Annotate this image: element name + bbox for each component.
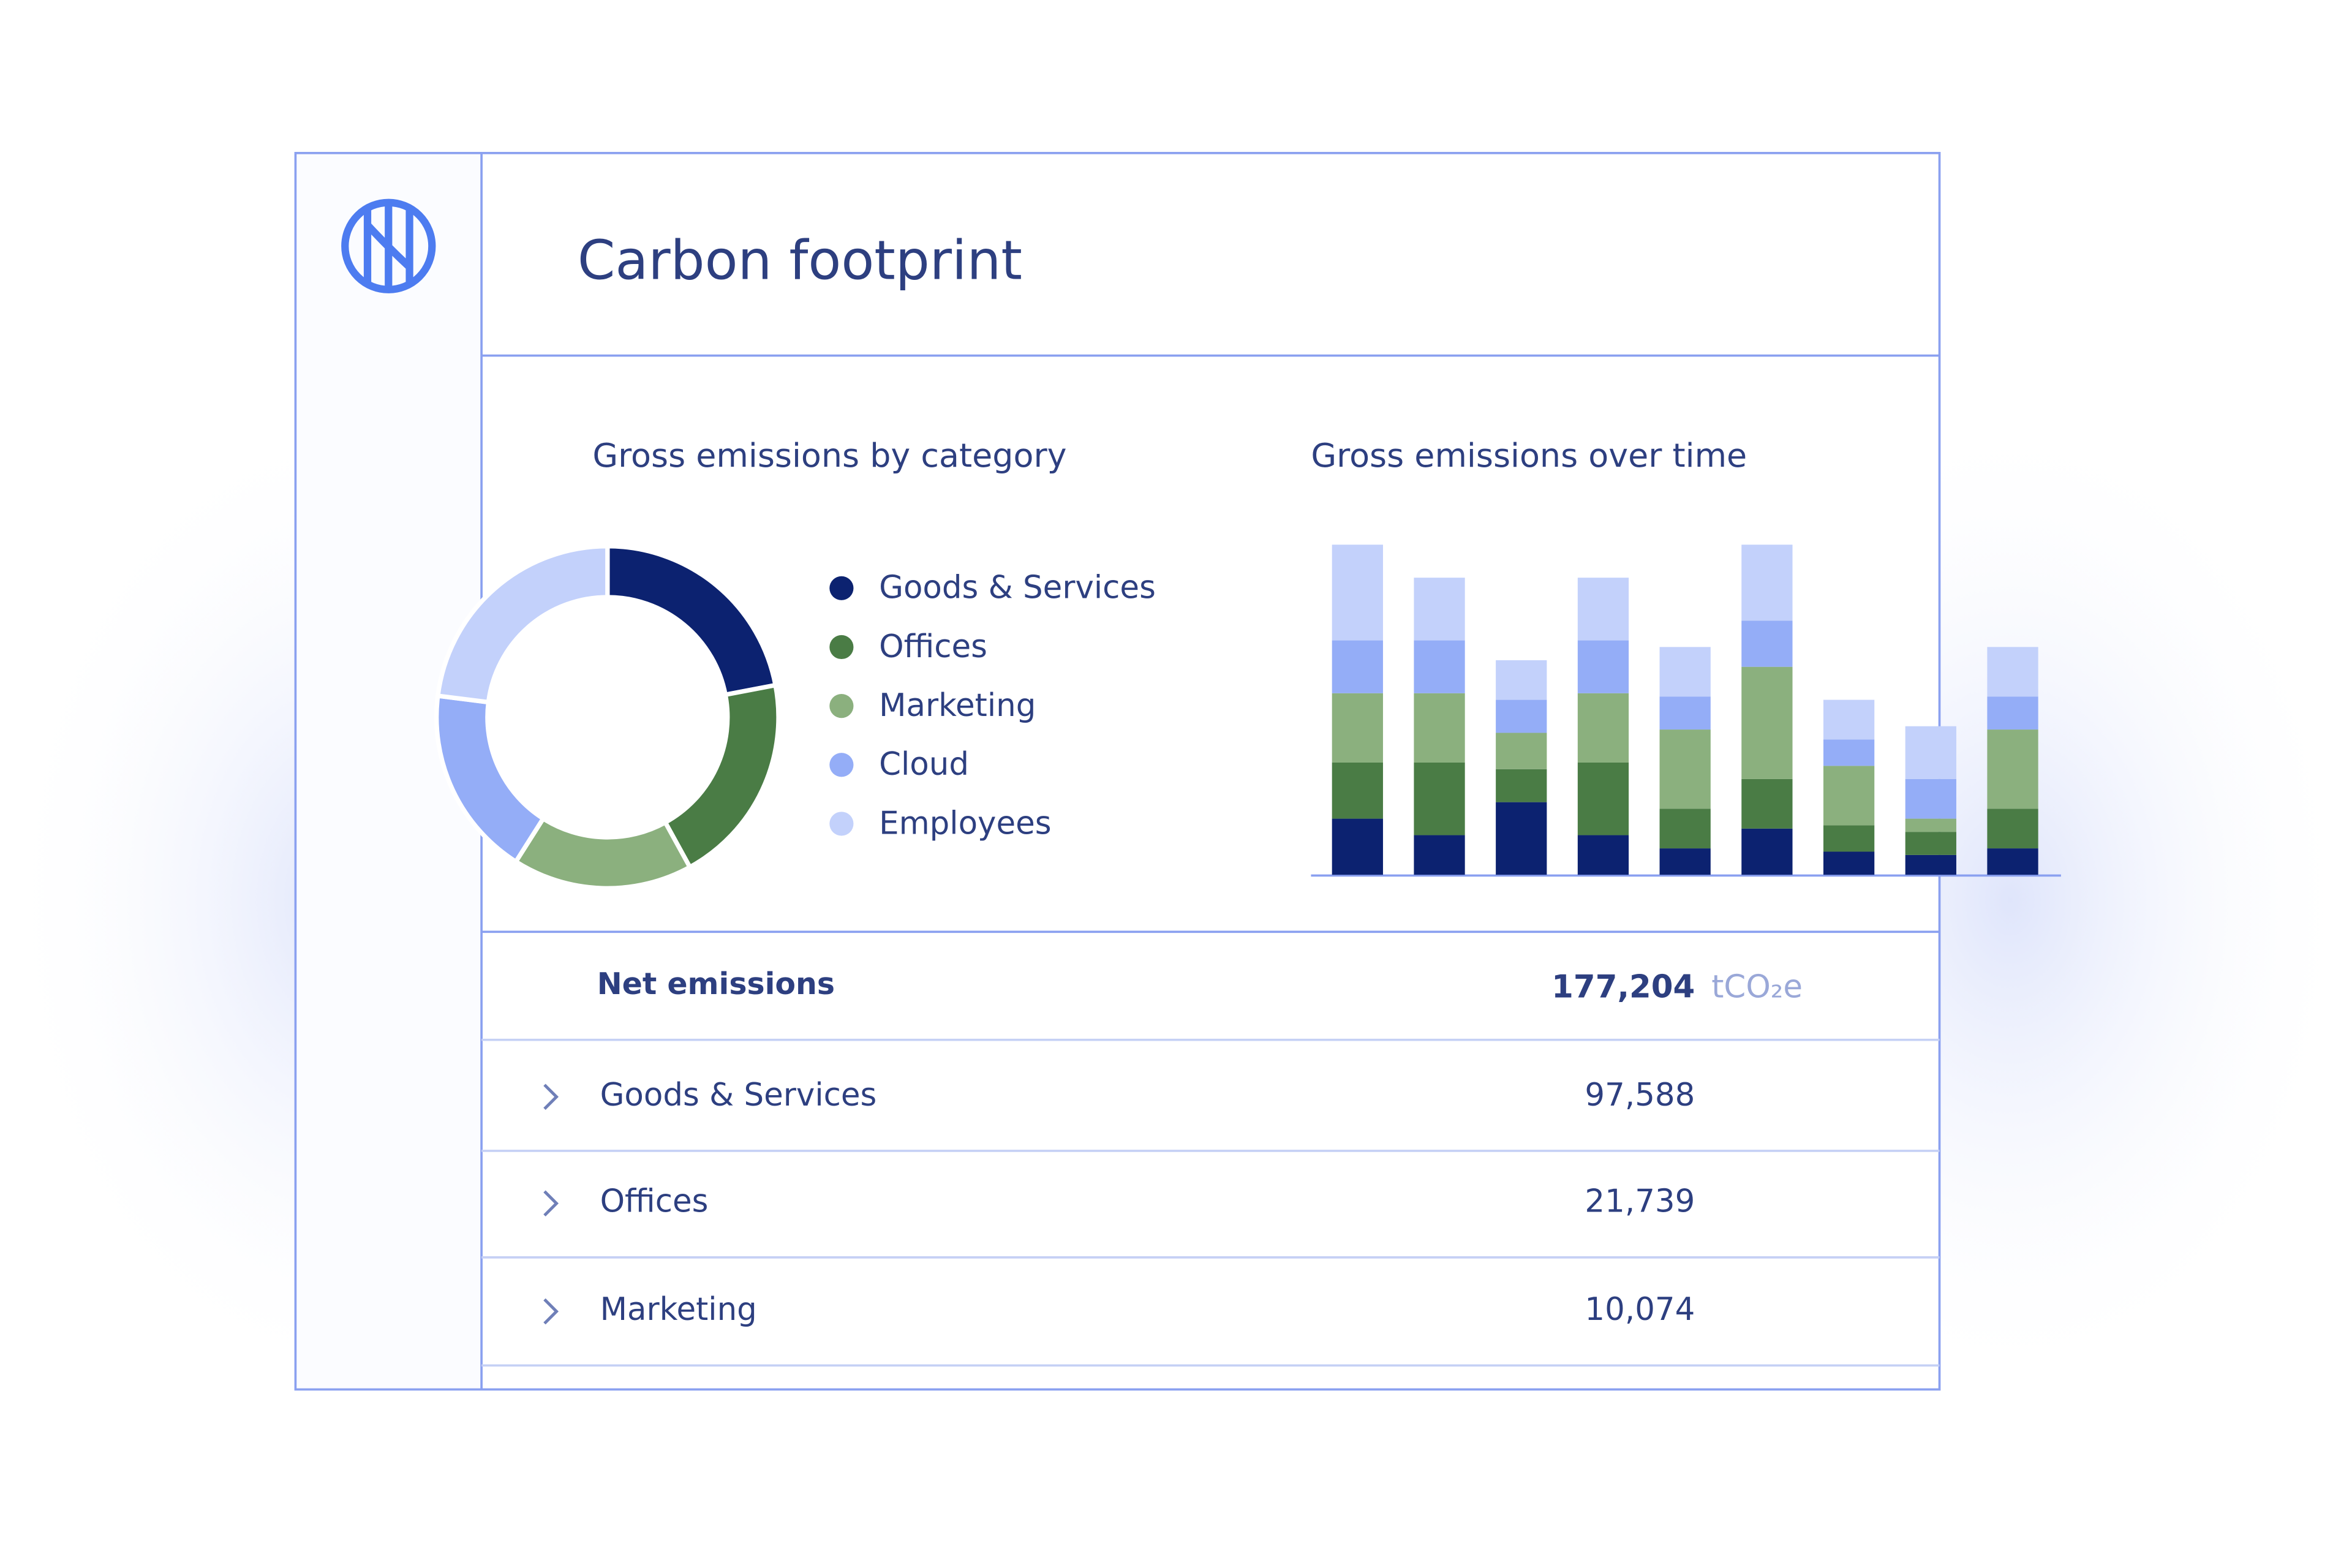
bar-segment — [1741, 828, 1793, 875]
bar-segment — [1741, 778, 1793, 829]
page-title: Carbon footprint — [578, 229, 1022, 292]
bar-segment — [1987, 809, 2038, 849]
bar-segment — [1496, 660, 1547, 700]
bar-segment — [1414, 640, 1465, 693]
bar-segment — [1659, 696, 1711, 730]
bar-segment — [1577, 762, 1629, 835]
bar-segment — [1987, 696, 2038, 730]
row-value: 177,204 — [1551, 968, 1695, 1005]
bar-segment — [1496, 769, 1547, 802]
row-label: Offices — [600, 1183, 709, 1220]
bar-segment — [1332, 545, 1383, 641]
legend-dot — [829, 635, 854, 660]
legend-label: Goods & Services — [879, 570, 1156, 606]
chart-title: Gross emissions over time — [1311, 436, 1747, 475]
row-value: 21,739 — [1585, 1183, 1695, 1220]
bar-segment — [1905, 832, 1956, 855]
legend-dot — [829, 694, 854, 718]
row-label: Goods & Services — [600, 1077, 877, 1114]
legend-dot — [829, 753, 854, 777]
chevron[interactable] — [543, 1190, 559, 1217]
bar-segment — [1823, 699, 1875, 740]
bar-segment — [1823, 766, 1875, 826]
chevron[interactable] — [543, 1298, 559, 1325]
bar-segment — [1659, 729, 1711, 809]
bar-segment — [1987, 729, 2038, 809]
bar-segment — [1987, 647, 2038, 697]
unit: tCO₂e — [1711, 968, 1803, 1005]
bar-segment — [1659, 809, 1711, 849]
bar-segment — [1496, 733, 1547, 769]
legend-dot — [829, 576, 854, 600]
row-label: Marketing — [600, 1291, 757, 1328]
bar-segment — [1741, 545, 1793, 621]
bar-segment — [1332, 693, 1383, 763]
legend-dot — [829, 812, 854, 836]
bar-segment — [1987, 848, 2038, 875]
legend-label: Marketing — [879, 687, 1036, 724]
bar-segment — [1414, 578, 1465, 641]
legend-label: Employees — [879, 805, 1051, 842]
bar-segment — [1577, 640, 1629, 693]
row-label: Net emissions — [597, 967, 835, 1001]
bar-segment — [1414, 693, 1465, 763]
bar-segment — [1905, 726, 1956, 779]
bar-segment — [1823, 825, 1875, 852]
chart-title: Gross emissions by category — [592, 436, 1066, 475]
bar-segment — [1414, 835, 1465, 875]
bar-segment — [1823, 739, 1875, 766]
bar-segment — [1496, 802, 1547, 875]
bar-segment — [1659, 848, 1711, 875]
bar-segment — [1496, 699, 1547, 733]
bar-segment — [1741, 620, 1793, 667]
bar-segment — [1905, 818, 1956, 832]
logo[interactable] — [341, 198, 436, 293]
bar-segment — [1332, 762, 1383, 819]
bar-segment — [1414, 762, 1465, 835]
bar-segment — [1577, 693, 1629, 763]
bar-segment — [1659, 647, 1711, 697]
chevron[interactable] — [543, 1084, 559, 1110]
bar-segment — [1332, 818, 1383, 875]
row-value: 97,588 — [1585, 1077, 1695, 1114]
bar-segment — [1823, 851, 1875, 875]
bar-segment — [1741, 666, 1793, 779]
bar-segment — [1577, 578, 1629, 641]
legend-label: Offices — [879, 628, 987, 665]
legend-label: Cloud — [879, 746, 969, 783]
bar-segment — [1332, 640, 1383, 693]
bar-segment — [1577, 835, 1629, 875]
donut-segment — [435, 544, 610, 705]
bar-segment — [1905, 854, 1956, 875]
bar-segment — [1905, 778, 1956, 819]
row-value: 10,074 — [1585, 1291, 1695, 1328]
